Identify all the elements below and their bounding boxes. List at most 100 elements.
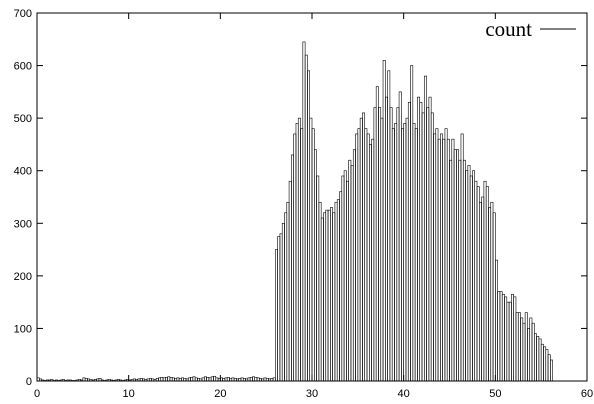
histogram-bar	[249, 377, 253, 382]
histogram-bar	[316, 175, 320, 382]
histogram-bar	[343, 170, 347, 382]
histogram-bar	[401, 128, 404, 382]
histogram-bar	[437, 138, 441, 382]
histogram-bar	[478, 201, 482, 382]
histogram-bar	[362, 112, 366, 382]
histogram-bar	[284, 212, 288, 382]
histogram-bar	[456, 149, 459, 382]
histogram-bar	[327, 209, 331, 382]
histogram-bar	[506, 301, 510, 382]
y-tick-label: 500	[14, 113, 32, 125]
x-tick-label: 50	[489, 388, 501, 400]
histogram-bar	[169, 377, 173, 382]
legend-label-count: count	[485, 17, 532, 41]
histogram-bar	[213, 375, 217, 382]
histogram-bar	[252, 376, 256, 382]
histogram-bar	[515, 312, 519, 382]
histogram-bar	[359, 117, 363, 382]
histogram-bar	[394, 123, 398, 382]
histogram-bar	[533, 333, 537, 382]
histogram-bar	[446, 138, 450, 382]
histogram-bar	[334, 201, 338, 382]
histogram-bar	[293, 133, 297, 382]
x-tick-label: 10	[123, 388, 135, 400]
bars-group	[36, 41, 553, 382]
histogram-bar	[501, 293, 505, 382]
histogram-bar	[540, 343, 544, 382]
histogram-bar	[275, 249, 278, 382]
histogram-bar	[545, 349, 549, 382]
histogram-bar	[391, 128, 395, 382]
histogram-bar	[385, 96, 388, 382]
histogram-bar	[428, 96, 432, 382]
x-tick-label: 60	[581, 388, 593, 400]
histogram-bar	[527, 328, 531, 382]
histogram-bar	[488, 207, 492, 382]
histogram-bar	[373, 107, 377, 382]
histogram-bar	[203, 376, 207, 382]
histogram-bar	[382, 60, 386, 382]
histogram-bar	[330, 207, 333, 382]
histogram-bar	[513, 296, 517, 382]
histogram-bar	[320, 217, 324, 382]
histogram-bar	[426, 107, 430, 382]
histogram-bar	[529, 317, 533, 382]
histogram-bar	[341, 175, 345, 382]
histogram-bar	[490, 201, 494, 382]
histogram-bar	[444, 128, 448, 382]
histogram-bar	[288, 180, 292, 382]
histogram-bar	[352, 149, 356, 382]
histogram-bar	[492, 212, 496, 382]
histogram-bar	[286, 201, 290, 382]
y-tick-label: 700	[14, 8, 32, 20]
histogram-bar	[348, 159, 352, 382]
histogram-bar	[481, 196, 485, 382]
histogram-bar	[419, 102, 423, 382]
histogram-bar	[387, 70, 391, 382]
histogram-bar	[378, 107, 382, 382]
histogram-bar	[442, 138, 446, 382]
histogram-bar	[226, 377, 230, 382]
histogram-bar	[536, 336, 540, 382]
y-tick-label: 300	[14, 218, 32, 230]
histogram-bar	[472, 170, 476, 382]
histogram-bar	[206, 377, 210, 382]
histogram-bar	[499, 291, 503, 382]
histogram-bar	[451, 138, 455, 382]
histogram-bar	[414, 128, 418, 382]
y-tick-label: 0	[26, 376, 32, 388]
histogram-bar	[474, 180, 478, 382]
x-tick-label: 0	[34, 388, 40, 400]
histogram-bar	[323, 212, 327, 382]
histogram-bar	[318, 201, 322, 382]
histogram-bar	[462, 159, 466, 382]
histogram-bar	[412, 123, 416, 382]
histogram-bar	[423, 75, 427, 382]
histogram-bar	[508, 301, 512, 382]
histogram-bar	[160, 377, 164, 382]
histogram-bar	[407, 102, 411, 382]
histogram-bar	[371, 138, 375, 382]
histogram-bar	[497, 291, 501, 382]
histogram-bar	[453, 149, 457, 382]
x-tick-label: 40	[398, 388, 410, 400]
histogram-bar	[281, 222, 285, 382]
histogram-bar	[421, 112, 425, 382]
histogram-bar	[313, 149, 317, 382]
histogram-bar	[543, 346, 547, 382]
histogram-bar	[366, 133, 370, 382]
histogram-bar	[364, 128, 368, 382]
histogram-bar	[435, 128, 439, 382]
histogram-bar	[311, 128, 315, 382]
histogram-bar	[389, 107, 393, 382]
histogram-bar	[495, 259, 498, 382]
histogram-bar	[279, 233, 283, 382]
histogram-bar	[368, 144, 372, 382]
x-tick-label: 30	[306, 388, 318, 400]
histogram-bar	[339, 191, 343, 382]
histogram-bar	[504, 296, 508, 382]
histogram-bar	[398, 91, 402, 382]
histogram-bar	[190, 377, 194, 382]
histogram-bar	[165, 377, 168, 382]
